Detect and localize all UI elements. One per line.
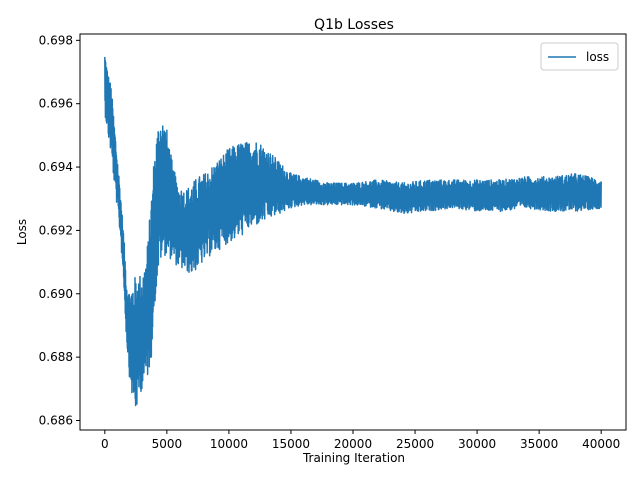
- plot-area: [104, 56, 602, 407]
- x-tick-label: 10000: [210, 437, 248, 451]
- x-tick-label: 40000: [582, 437, 620, 451]
- legend-box: [540, 42, 619, 71]
- x-tick-label: 5000: [152, 437, 183, 451]
- x-tick-label: 20000: [334, 437, 372, 451]
- x-axis-label: Training Iteration: [302, 451, 405, 465]
- x-tick-label: 25000: [396, 437, 434, 451]
- plot-frame: [79, 33, 627, 431]
- chart-title: Q1b Losses: [314, 17, 394, 33]
- y-tick-label: 0.688: [39, 350, 73, 364]
- y-tick-label: 0.698: [39, 33, 73, 47]
- y-tick-label: 0.690: [39, 287, 73, 301]
- legend-label: loss: [586, 50, 609, 64]
- series-line-loss: [104, 56, 602, 407]
- y-tick-label: 0.694: [39, 160, 73, 174]
- legend: loss: [540, 42, 619, 71]
- x-tick-label: 0: [101, 437, 109, 451]
- x-tick-label: 30000: [458, 437, 496, 451]
- x-tick-label: 15000: [272, 437, 310, 451]
- x-axis: 0 5000 10000 15000 20000 25000 30000 35000 40000: [101, 430, 620, 451]
- y-axis-label: Loss: [15, 219, 29, 245]
- y-tick-label: 0.696: [39, 97, 73, 111]
- y-tick-label: 0.686: [39, 413, 73, 427]
- y-axis: 0.686 0.688 0.690 0.692 0.694 0.696 0.698: [39, 33, 80, 427]
- y-tick-label: 0.692: [39, 223, 73, 237]
- x-tick-label: 35000: [520, 437, 558, 451]
